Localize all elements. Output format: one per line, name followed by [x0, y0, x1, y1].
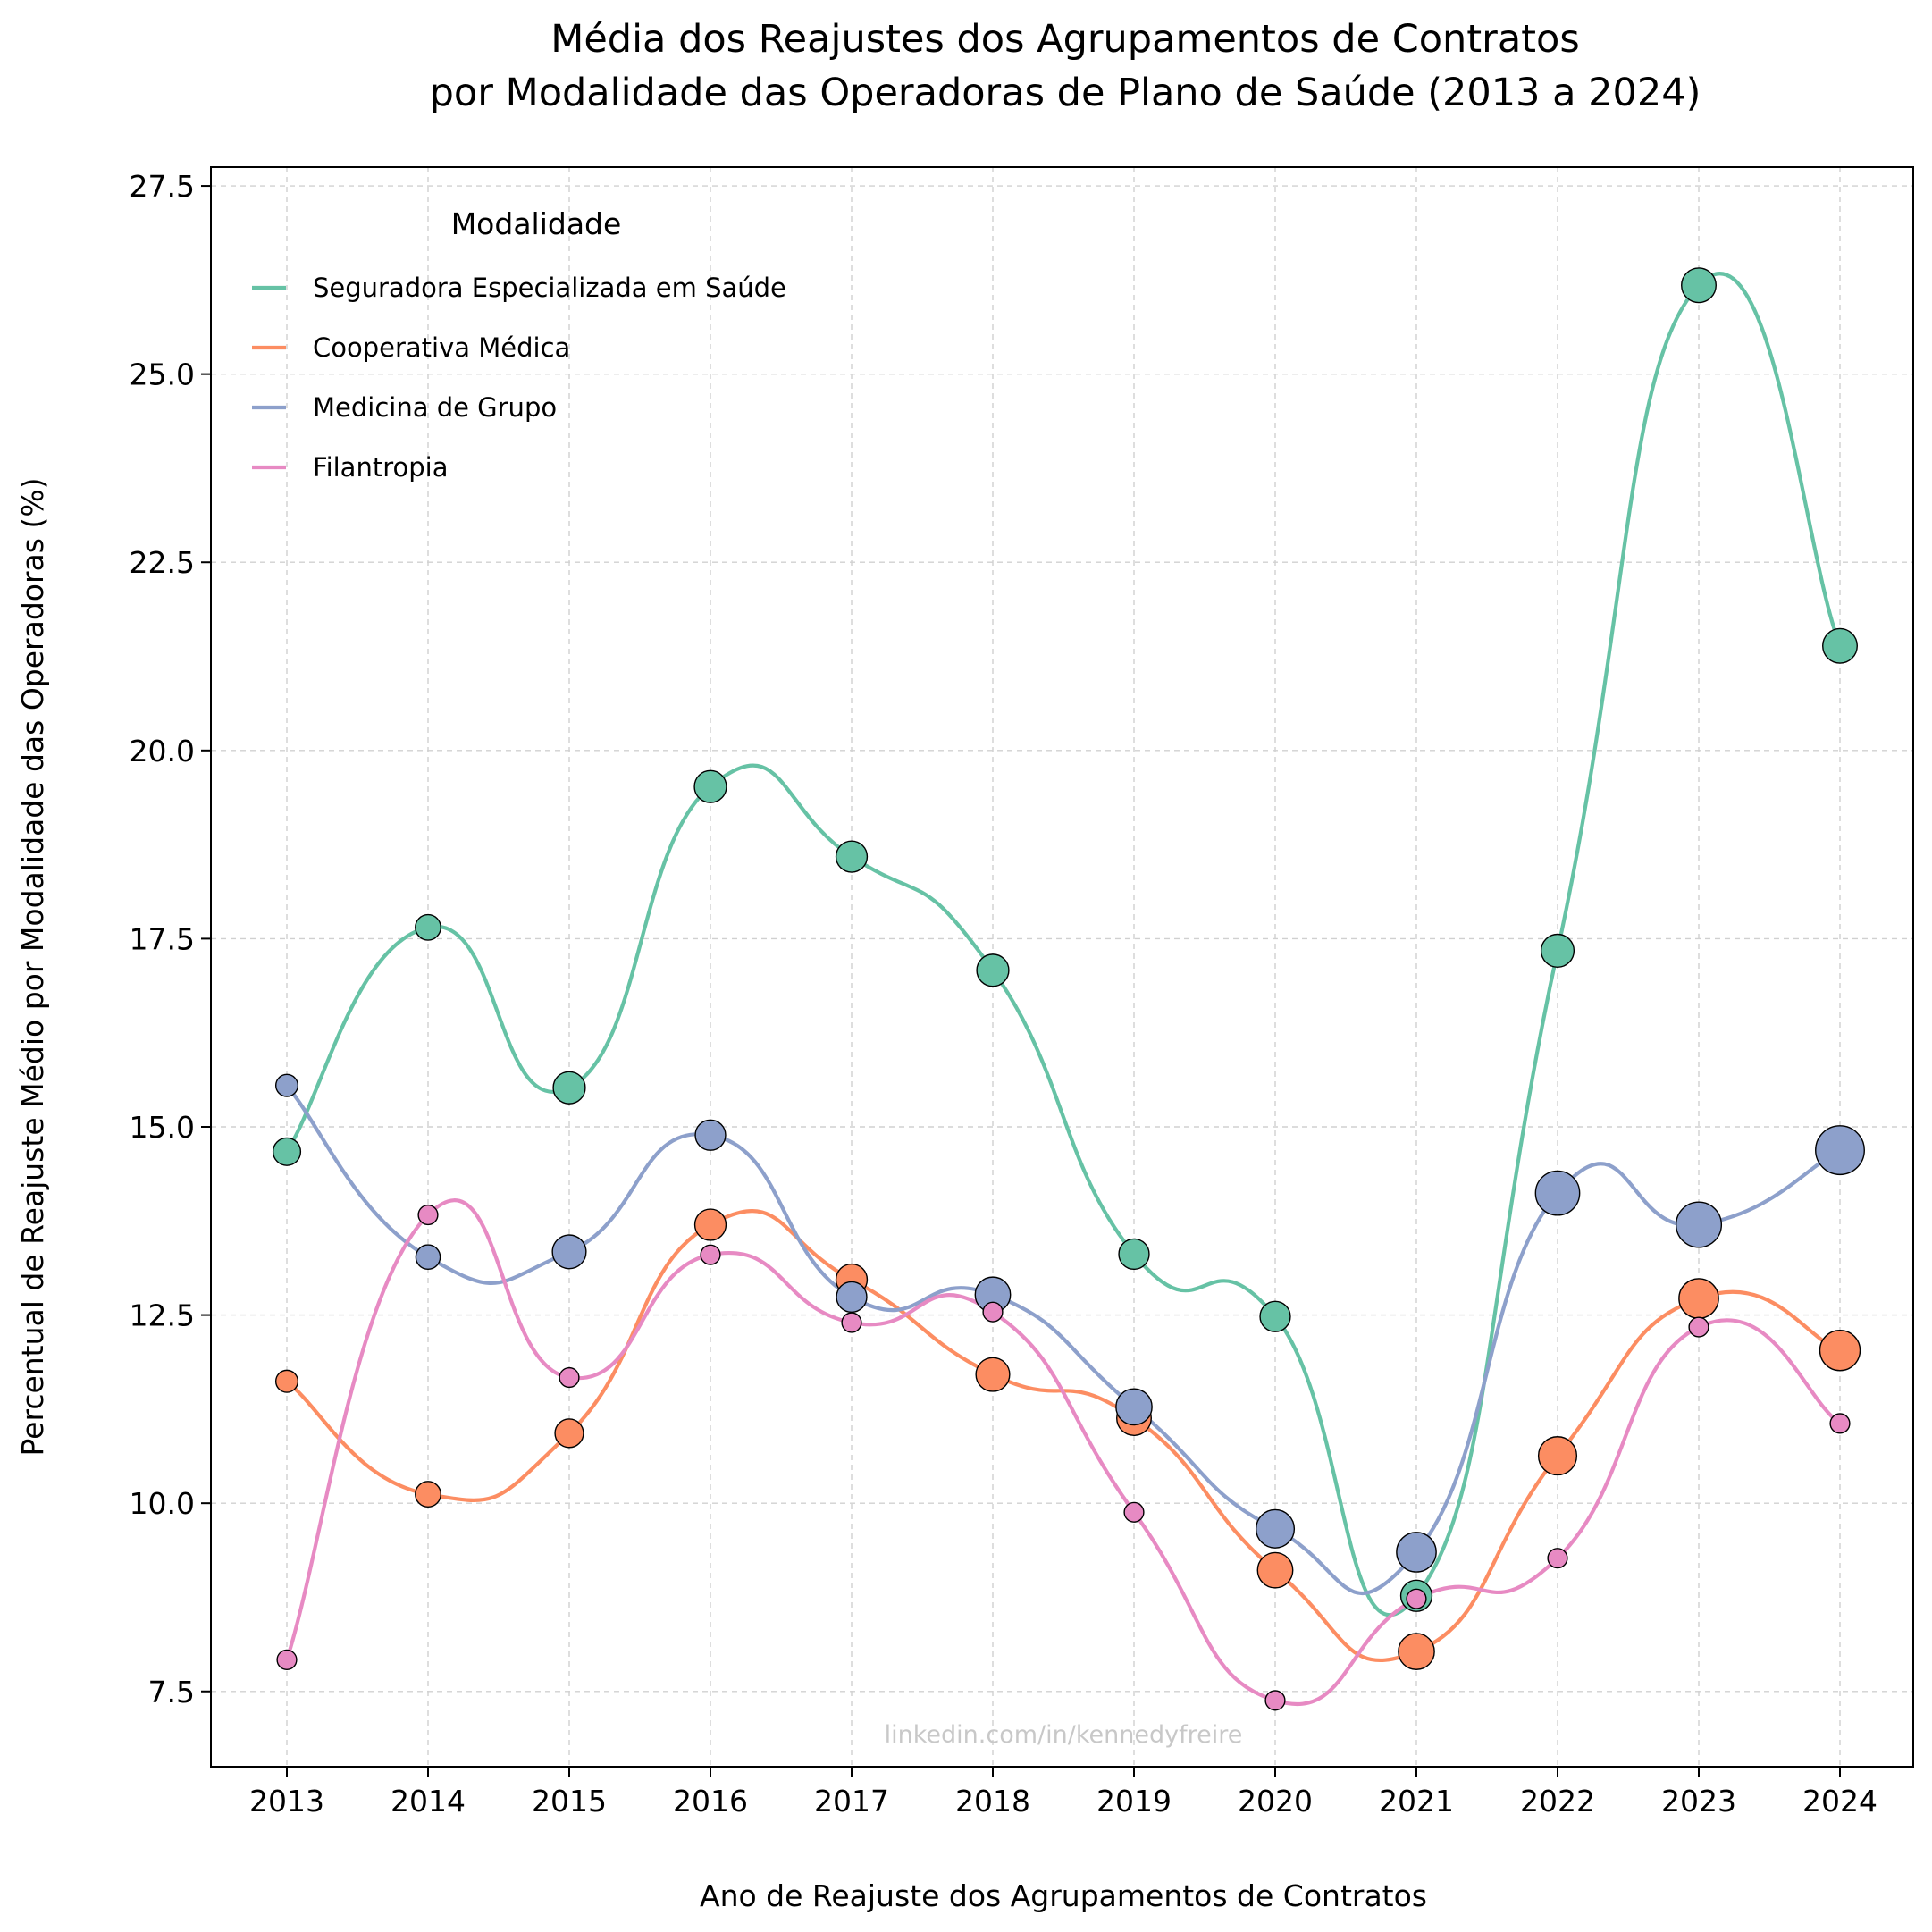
x-tick-label: 2015: [532, 1784, 607, 1819]
data-point: [841, 1312, 862, 1333]
x-axis-label: Ano de Reajuste dos Agrupamentos de Cont…: [700, 1878, 1427, 1913]
data-point: [274, 1369, 299, 1393]
data-point: [835, 840, 869, 873]
data-point: [1681, 267, 1717, 304]
data-point: [976, 953, 1010, 987]
y-tick-label: 12.5: [130, 1298, 195, 1333]
data-point: [1675, 1201, 1723, 1248]
data-point: [836, 1281, 868, 1314]
y-tick-label: 22.5: [130, 545, 195, 580]
data-point: [982, 1301, 1004, 1323]
data-point: [417, 1204, 439, 1226]
data-point: [700, 1244, 721, 1265]
ticks: 2013 2014 2015 2016 2017 2018 2019 2020 2021 2022…: [130, 169, 1877, 1819]
x-tick-label: 2019: [1096, 1784, 1172, 1819]
legend-entry: Filantropia: [313, 452, 448, 483]
data-point: [552, 1071, 586, 1105]
y-tick-label: 25.0: [130, 357, 195, 392]
data-point: [1819, 1329, 1861, 1372]
data-point: [1255, 1508, 1296, 1549]
x-tick-label: 2022: [1520, 1784, 1595, 1819]
data-point: [554, 1418, 584, 1449]
data-point: [693, 1208, 727, 1241]
x-tick-label: 2023: [1661, 1784, 1736, 1819]
x-tick-label: 2021: [1379, 1784, 1454, 1819]
y-tick-label: 17.5: [130, 921, 195, 956]
y-tick-label: 7.5: [148, 1675, 195, 1709]
chart-title-line2: por Modalidade das Operadoras de Plano d…: [430, 71, 1701, 115]
data-point: [1264, 1690, 1286, 1711]
series-points: [272, 267, 1865, 1711]
x-tick-label: 2016: [673, 1784, 748, 1819]
data-point: [1118, 1238, 1150, 1271]
y-tick-label: 15.0: [130, 1110, 195, 1145]
x-tick-label: 2014: [391, 1784, 466, 1819]
data-point: [1815, 1125, 1865, 1176]
y-tick-label: 27.5: [130, 169, 195, 204]
chart-title-line1: Média dos Reajustes dos Agrupamentos de …: [550, 17, 1580, 62]
data-point: [1534, 1170, 1581, 1216]
plot-frame: [210, 166, 1914, 1768]
data-point: [551, 1234, 587, 1270]
data-point: [1123, 1501, 1145, 1523]
legend-entry: Medicina de Grupo: [313, 392, 557, 423]
y-tick-label: 10.0: [130, 1486, 195, 1521]
watermark: linkedin.com/in/kennedyfreire: [885, 1721, 1243, 1749]
data-point: [694, 1119, 727, 1151]
x-tick-label: 2020: [1238, 1784, 1313, 1819]
data-point: [693, 769, 727, 803]
data-point: [1396, 1532, 1437, 1573]
data-point: [1678, 1278, 1719, 1319]
data-point: [415, 1244, 441, 1271]
legend-entry: Seguradora Especializada em Saúde: [313, 273, 786, 303]
y-tick-label: 20.0: [130, 734, 195, 769]
data-point: [1398, 1633, 1435, 1670]
data-point: [415, 913, 441, 941]
data-point: [274, 1073, 299, 1097]
legend: Modalidade Seguradora Especializada em S…: [252, 206, 786, 483]
data-point: [1829, 1413, 1851, 1434]
x-tick-label: 2024: [1802, 1784, 1877, 1819]
legend-title: Modalidade: [451, 206, 622, 241]
data-point: [415, 1481, 441, 1508]
x-tick-label: 2018: [955, 1784, 1030, 1819]
data-point: [559, 1366, 580, 1389]
data-point: [272, 1137, 302, 1166]
data-point: [1688, 1316, 1709, 1338]
grid: [211, 167, 1913, 1767]
data-point: [1115, 1388, 1153, 1426]
data-point: [1537, 1436, 1578, 1476]
series-line-4: [284, 1198, 1843, 1707]
legend-entry: Cooperativa Médica: [313, 332, 570, 363]
x-tick-label: 2017: [814, 1784, 889, 1819]
data-point: [1547, 1548, 1568, 1569]
y-axis-label: Percentual de Reajuste Médio por Modalid…: [15, 477, 50, 1456]
data-point: [276, 1649, 298, 1670]
data-point: [1540, 933, 1575, 968]
data-point: [1259, 1300, 1291, 1332]
data-point: [1256, 1551, 1294, 1589]
x-tick-label: 2013: [249, 1784, 324, 1819]
data-point: [1822, 627, 1858, 664]
data-point: [1406, 1588, 1427, 1609]
data-point: [975, 1357, 1011, 1392]
